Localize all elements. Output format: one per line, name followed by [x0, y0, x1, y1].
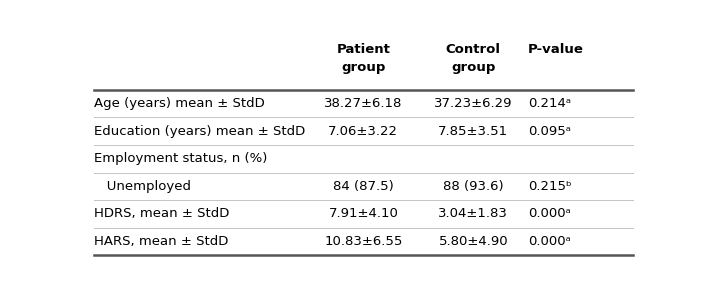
Text: 0.000ᵃ: 0.000ᵃ	[528, 235, 571, 248]
Text: 0.095ᵃ: 0.095ᵃ	[528, 125, 571, 138]
Text: Education (years) mean ± StdD: Education (years) mean ± StdD	[94, 125, 306, 138]
Text: Control
group: Control group	[446, 43, 501, 74]
Text: Unemployed: Unemployed	[94, 180, 191, 193]
Text: 3.04±1.83: 3.04±1.83	[438, 208, 508, 220]
Text: HDRS, mean ± StdD: HDRS, mean ± StdD	[94, 208, 230, 220]
Text: Employment status, n (%): Employment status, n (%)	[94, 152, 267, 165]
Text: 10.83±6.55: 10.83±6.55	[324, 235, 403, 248]
Text: 88 (93.6): 88 (93.6)	[443, 180, 503, 193]
Text: 7.85±3.51: 7.85±3.51	[438, 125, 508, 138]
Text: 0.214ᵃ: 0.214ᵃ	[528, 97, 571, 110]
Text: Patient
group: Patient group	[337, 43, 390, 74]
Text: 0.215ᵇ: 0.215ᵇ	[528, 180, 572, 193]
Text: 7.06±3.22: 7.06±3.22	[328, 125, 398, 138]
Text: 84 (87.5): 84 (87.5)	[333, 180, 393, 193]
Text: 38.27±6.18: 38.27±6.18	[324, 97, 403, 110]
Text: Age (years) mean ± StdD: Age (years) mean ± StdD	[94, 97, 265, 110]
Text: 7.91±4.10: 7.91±4.10	[328, 208, 398, 220]
Text: P-value: P-value	[528, 43, 584, 56]
Text: 5.80±4.90: 5.80±4.90	[438, 235, 508, 248]
Text: 37.23±6.29: 37.23±6.29	[434, 97, 513, 110]
Text: HARS, mean ± StdD: HARS, mean ± StdD	[94, 235, 228, 248]
Text: 0.000ᵃ: 0.000ᵃ	[528, 208, 571, 220]
